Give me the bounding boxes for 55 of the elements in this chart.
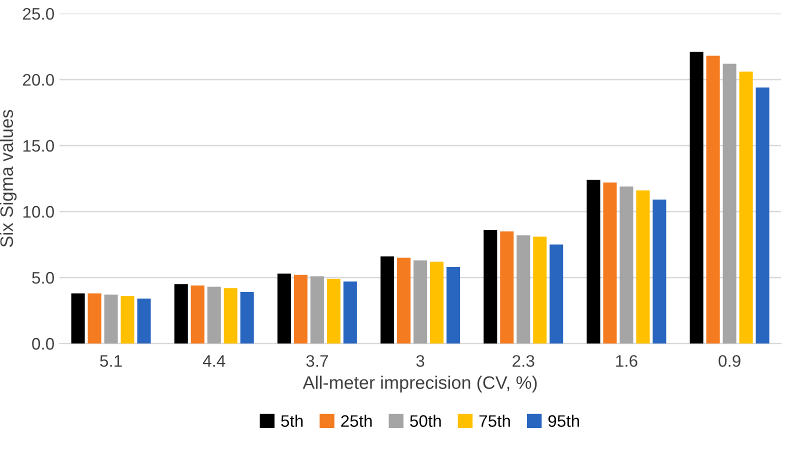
x-tick-label: 4.4 (202, 355, 226, 367)
y-tick-label: 15.0 (23, 140, 54, 152)
x-tick-label: 3 (416, 355, 424, 367)
bar (739, 72, 753, 344)
bar (516, 235, 530, 344)
x-tick-label: 3.7 (306, 355, 328, 367)
bar (240, 292, 254, 344)
bar (224, 288, 238, 344)
y-tick-label: 5.0 (32, 272, 54, 284)
bar (430, 262, 444, 344)
y-axis-title: Six Sigma values (0, 110, 17, 247)
bar (690, 52, 704, 344)
x-tick-label: 0.9 (718, 355, 740, 367)
legend-label: 5th (281, 414, 303, 427)
legend-label: 75th (479, 414, 510, 427)
bar (484, 230, 498, 344)
bar (88, 293, 102, 344)
bar (550, 244, 564, 344)
bar (533, 236, 547, 344)
y-tick-label: 0.0 (32, 338, 54, 350)
bar (174, 284, 188, 344)
legend-label: 50th (410, 414, 441, 427)
legend-label: 25th (341, 414, 372, 427)
y-tick-label: 20.0 (23, 74, 54, 86)
bar (71, 293, 85, 344)
bar (586, 180, 600, 344)
y-tick-label: 10.0 (23, 206, 54, 218)
legend-label: 95th (548, 414, 579, 427)
bar (277, 274, 291, 344)
bar (636, 190, 650, 344)
bar (706, 56, 720, 344)
y-tick-label: 25.0 (23, 8, 54, 20)
bar (414, 260, 428, 344)
bar (722, 64, 736, 344)
bar (326, 278, 340, 344)
bar (207, 286, 221, 344)
bar (343, 281, 357, 344)
bar (397, 258, 411, 344)
x-axis-title: All-meter imprecision (CV, %) (302, 376, 537, 393)
bar (310, 276, 324, 344)
x-tick-label: 5.1 (100, 355, 122, 367)
bar (380, 256, 394, 344)
bar (500, 231, 514, 344)
x-tick-label: 2.3 (512, 355, 534, 367)
bar (620, 186, 634, 344)
bar (652, 200, 666, 344)
bar (294, 274, 308, 344)
bar (137, 298, 151, 344)
bar (603, 182, 617, 344)
bar (104, 294, 118, 344)
bar (446, 266, 460, 344)
bar (756, 87, 770, 344)
bar (120, 296, 134, 344)
bar (190, 285, 204, 344)
x-tick-label: 1.6 (616, 355, 638, 367)
